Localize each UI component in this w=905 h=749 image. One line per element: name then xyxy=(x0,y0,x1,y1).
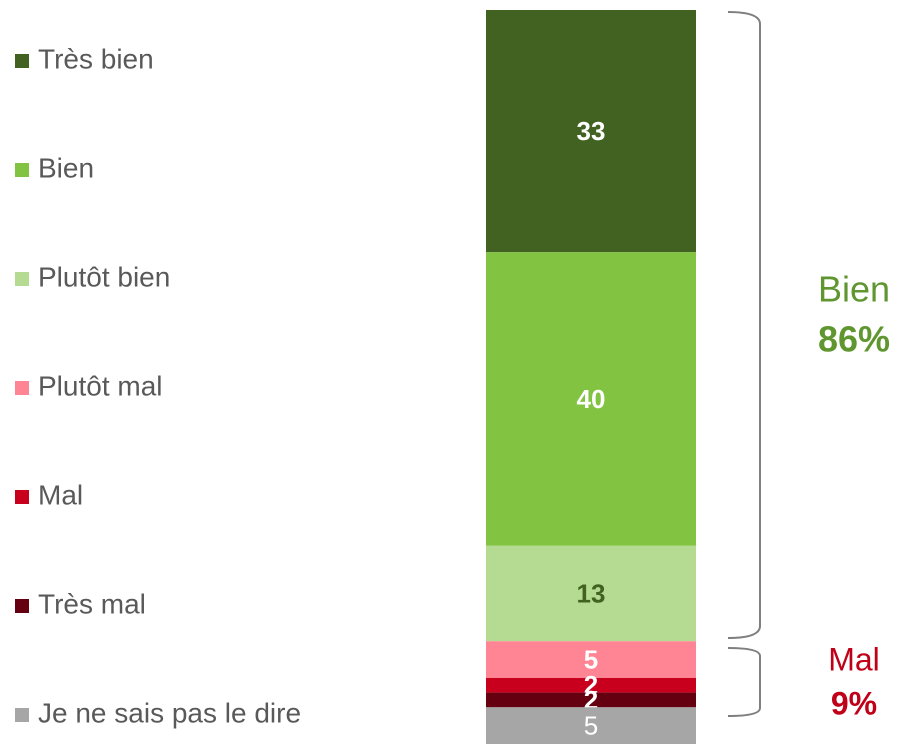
legend-swatch xyxy=(15,599,29,613)
annotation-value: 86% xyxy=(818,319,890,360)
bar-segment xyxy=(486,707,696,744)
bar-segment xyxy=(486,692,696,708)
data-label: 40 xyxy=(577,384,606,414)
data-label: 33 xyxy=(577,116,606,146)
legend-swatch xyxy=(15,490,29,504)
bar-segment xyxy=(486,545,696,642)
legend-label: Je ne sais pas le dire xyxy=(38,697,301,728)
annotation-label: Mal xyxy=(828,641,880,677)
legend-label: Très mal xyxy=(38,588,146,619)
legend-label: Bien xyxy=(38,152,94,183)
bracket-bad xyxy=(727,647,761,717)
bracket-good xyxy=(727,11,761,639)
data-label: 13 xyxy=(577,578,606,608)
legend-swatch xyxy=(15,381,29,395)
bar-segment xyxy=(486,10,696,253)
bar-segment xyxy=(486,641,696,678)
legend-label: Plutôt bien xyxy=(38,261,170,292)
legend-swatch xyxy=(15,708,29,722)
legend-label: Mal xyxy=(38,479,83,510)
legend-swatch xyxy=(15,163,29,177)
annotation-value: 9% xyxy=(831,685,877,721)
bar-segment xyxy=(486,677,696,693)
annotation-label: Bien xyxy=(818,269,890,310)
legend-swatch xyxy=(15,272,29,286)
bar-segment xyxy=(486,252,696,546)
data-label: 5 xyxy=(584,644,598,674)
data-label: 5 xyxy=(584,711,598,741)
legend-label: Plutôt mal xyxy=(38,370,163,401)
legend-label: Très bien xyxy=(38,43,154,74)
legend-swatch xyxy=(15,54,29,68)
